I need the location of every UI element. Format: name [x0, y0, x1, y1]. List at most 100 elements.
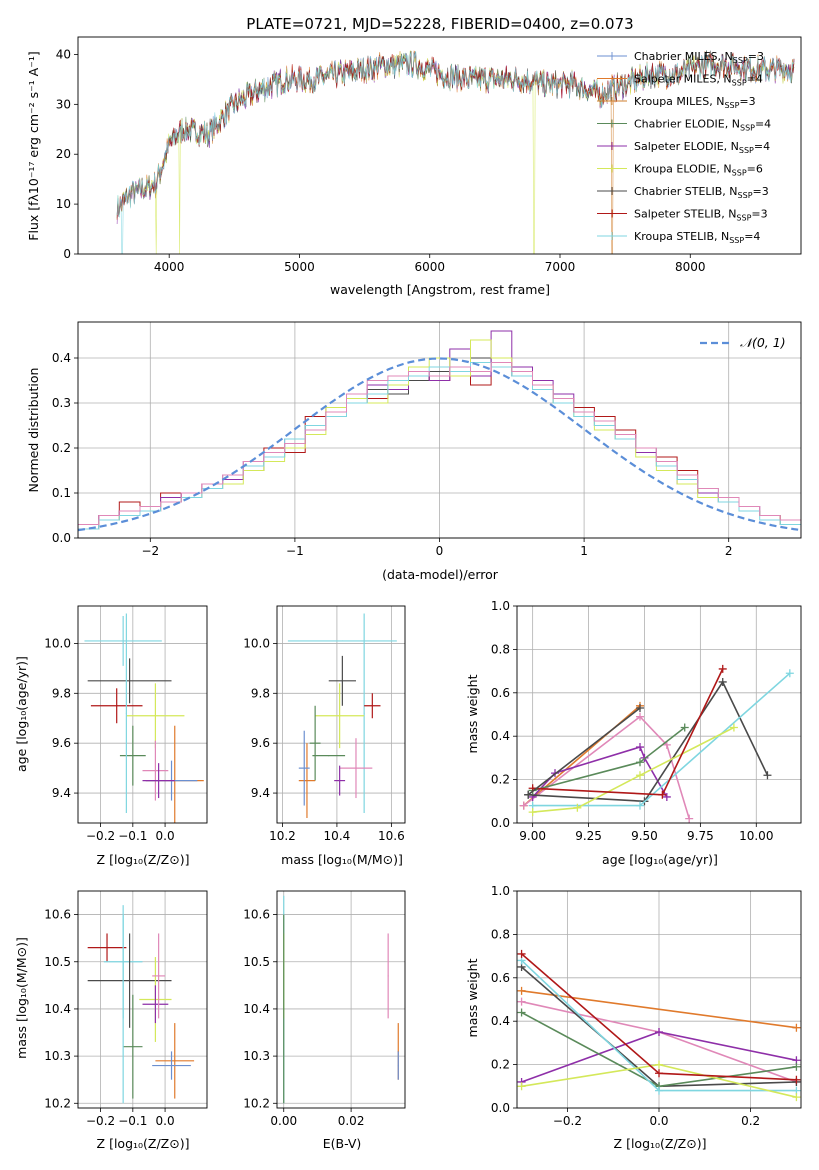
weight-marker-5-2: [785, 669, 794, 678]
x-tick-label: 2: [725, 544, 733, 558]
legend-label-0: Chabrier MILES, NSSP=3: [634, 50, 764, 65]
legend-subscript: SSP: [729, 236, 744, 245]
data-point-6: [132, 1046, 134, 1048]
x-tick-label: 9.50: [631, 829, 658, 843]
y-tick-label: 10.3: [44, 1049, 71, 1063]
y-tick-label: 10.4: [243, 1002, 270, 1016]
legend-subscript: SSP: [738, 191, 753, 200]
data-point-9: [125, 712, 127, 714]
data-point-9: [339, 779, 341, 782]
axes-frame: [276, 605, 406, 824]
legend-label-4: Salpeter ELODIE, NSSP=4: [634, 140, 770, 155]
legend-label-8: Kroupa STELIB, NSSP=4: [634, 230, 760, 245]
y-tick-label: 0.0: [491, 816, 510, 830]
x-tick-label: 0.00: [270, 1114, 297, 1128]
y-tick-label: 0.2: [491, 1058, 510, 1072]
y-tick-label: 10.6: [243, 908, 270, 922]
weight-line-3: [528, 680, 769, 803]
legend-label-1: Salpeter MILES, NSSP=4: [634, 73, 763, 88]
data-point-2: [341, 680, 343, 682]
data-point-5: [154, 770, 156, 772]
legend-subscript: SSP: [740, 124, 755, 133]
y-tick-label: 40: [56, 47, 71, 61]
x-tick-label: 7000: [545, 260, 576, 274]
y-tick-label: 0.8: [491, 927, 510, 941]
weight-marker-3-3: [763, 771, 772, 780]
x-tick-label: 10.4: [324, 829, 351, 843]
mass-vs-EBV-xlabel: E(B-V): [323, 1136, 362, 1151]
weight-line-6: [532, 726, 735, 813]
y-tick-label: 10.2: [44, 1096, 71, 1110]
age-vs-mass-panel: mass [log₁₀(M/M⊙)] 10.2 10.4 10.6 9.4 9.6 9.8…: [243, 605, 406, 867]
plot-area: [87, 905, 195, 1104]
x-tick-label: 9.00: [519, 829, 546, 843]
legend-label-3: Chabrier ELODIE, NSSP=4: [634, 118, 771, 133]
x-tick-label: −0.1: [118, 1114, 147, 1128]
x-tick-label: −2: [141, 544, 159, 558]
data-point-3: [154, 715, 156, 717]
spectrum-ylabel: Flux [fλ10⁻¹⁷ erg cm⁻² s⁻¹ A⁻¹]: [26, 51, 41, 240]
y-tick-label: 0.4: [491, 1014, 510, 1028]
weight-marker-0-1: [792, 1023, 801, 1032]
age-vs-Z-ylabel: age [log₁₀(age/yr)]: [14, 656, 29, 772]
legend-suffix: =3: [753, 185, 769, 198]
y-tick-label: 10: [56, 197, 71, 211]
weight-marker-2-1: [655, 1028, 663, 1037]
x-tick-label: 9.25: [575, 829, 602, 843]
weight-marker-6-3: [729, 723, 738, 732]
data-point-3: [371, 705, 373, 707]
mass-vs-metallicity-panel: Z [log₁₀(Z/Z⊙)] mass [log₁₀(M/M⊙)] −0.2−…: [14, 890, 208, 1151]
axes-frame: [77, 36, 802, 255]
residuals-ylabel: Normed distribution: [26, 368, 41, 493]
legend-subscript: SSP: [733, 56, 748, 65]
data-point-8: [158, 779, 160, 782]
weight-marker-0-0: [517, 986, 526, 995]
data-point-3: [387, 975, 389, 977]
weight-vs-age-ylabel: mass weight: [465, 674, 480, 753]
weight-line-1: [523, 715, 690, 819]
weight-marker-4-1: [635, 758, 644, 767]
gaussian-curve: [78, 357, 801, 532]
residuals-xlabel: (data-model)/error: [382, 567, 499, 582]
data-point-8: [170, 1064, 173, 1067]
y-tick-label: 0.2: [52, 441, 71, 455]
weight-marker-1-3: [685, 814, 694, 823]
data-point-4: [132, 755, 134, 757]
weight-marker-2-4: [662, 792, 671, 801]
weight-marker-7-1: [658, 790, 667, 799]
legend-label-7: Salpeter STELIB, NSSP=3: [634, 208, 768, 223]
age-vs-Z-xlabel: Z [log₁₀(Z/Z⊙)]: [97, 852, 190, 867]
y-tick-label: 9.4: [251, 786, 270, 800]
legend-suffix: =6: [747, 163, 763, 176]
weight-marker-7-2: [718, 664, 727, 673]
legend-label-5: Kroupa ELODIE, NSSP=6: [634, 163, 763, 178]
gaussian-legend-label: 𝒩(0, 1): [740, 335, 786, 350]
weight-marker-1-0: [519, 801, 528, 810]
weight-vs-metallicity-panel: Z [log₁₀(Z/Z⊙)] mass weight −0.2 0.0 0.2 0.…: [465, 884, 802, 1151]
y-tick-label: 10.0: [243, 636, 270, 650]
y-tick-label: 0.3: [52, 396, 71, 410]
x-tick-label: 4000: [154, 260, 185, 274]
spectrum-xlabel: wavelength [Angstrom, rest frame]: [330, 282, 550, 297]
y-tick-label: 10.6: [44, 908, 71, 922]
weight-marker-7-1: [655, 1069, 663, 1078]
y-tick-label: 0.4: [491, 729, 510, 743]
x-tick-label: −0.2: [86, 829, 115, 843]
y-tick-label: 9.4: [52, 786, 71, 800]
weight-marker-7-2: [792, 1075, 801, 1084]
data-point-4: [154, 1003, 156, 1005]
weight-vs-age-panel: age [log₁₀(age/yr)] mass weight 9.00 9.25…: [465, 599, 802, 867]
data-point-10: [328, 755, 330, 757]
y-tick-label: 9.8: [251, 686, 270, 700]
weight-marker-1-1: [635, 712, 644, 721]
legend-suffix: =4: [755, 118, 771, 131]
age-vs-mass-xlabel: mass [log₁₀(M/M⊙)]: [281, 852, 403, 867]
weight-marker-6-2: [635, 771, 644, 780]
weight-marker-8-1: [635, 703, 644, 712]
data-point-0: [122, 640, 124, 642]
y-tick-label: 1.0: [491, 599, 510, 613]
histogram-4: [78, 362, 801, 538]
age-vs-metallicity-panel: Z [log₁₀(Z/Z⊙)] age [log₁₀(age/yr)] −0.2…: [14, 605, 208, 867]
plot-area: [116, 50, 795, 254]
data-point-5: [158, 975, 160, 977]
